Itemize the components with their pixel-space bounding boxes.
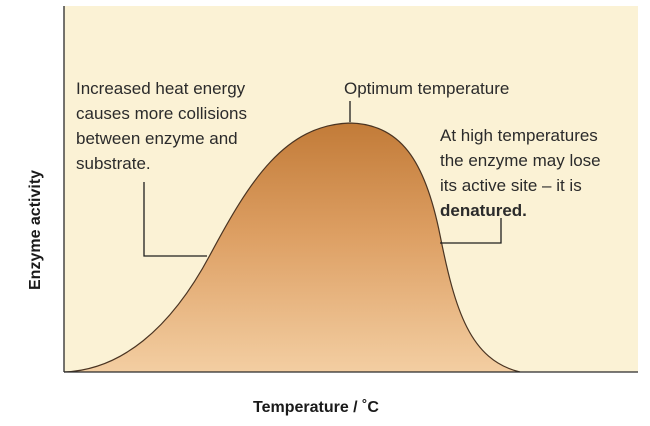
- falling-annotation-leader: [440, 218, 502, 244]
- falling-annotation-line: At high temperatures: [440, 126, 598, 145]
- activity-curve-fill: [64, 123, 520, 372]
- rising-annotation-line: between enzyme and: [76, 129, 238, 148]
- rising-annotation-leader: [143, 182, 207, 257]
- falling-annotation-line: its active site – it is: [440, 176, 582, 195]
- optimum-annotation: Optimum temperature: [344, 79, 509, 98]
- rising-annotation-line: causes more collisions: [76, 104, 247, 123]
- falling-annotation: At high temperatures the enzyme may lose…: [440, 126, 605, 220]
- x-axis-label: Temperature / ˚C: [253, 399, 379, 416]
- falling-annotation-line: the enzyme may lose: [440, 151, 601, 170]
- activity-curve: [63, 122, 521, 373]
- rising-annotation-line: substrate.: [76, 154, 151, 173]
- denatured-label: denatured.: [440, 201, 527, 220]
- y-axis-label: Enzyme activity: [27, 170, 44, 290]
- rising-annotation-line: Increased heat energy: [76, 79, 246, 98]
- rising-annotation: Increased heat energy causes more collis…: [76, 79, 252, 173]
